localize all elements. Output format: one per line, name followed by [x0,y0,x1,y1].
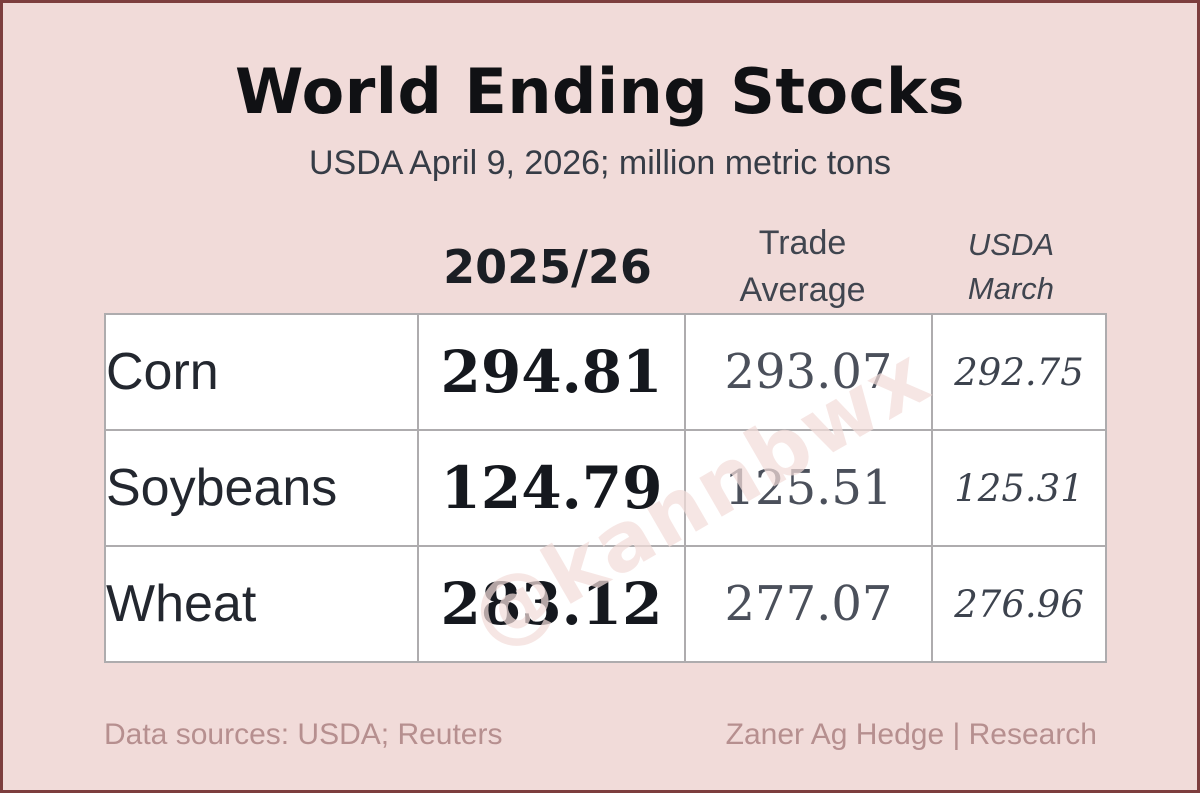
usda-march-value: 292.75 [931,313,1107,431]
usda-march-value: 125.31 [931,429,1107,547]
column-header-season: 2025/26 [443,239,652,294]
page-title: World Ending Stocks [234,55,966,128]
column-header-trade-average-line2: Average [739,270,866,309]
ending-stocks-table: Corn 294.81 293.07 292.75 Soybeans 124.7… [104,313,1107,663]
column-header-usda-march-line2: March [967,270,1055,306]
current-estimate-value: 283.12 [417,545,686,663]
trade-average-value: 125.51 [684,429,933,547]
page-subtitle: USDA April 9, 2026; million metric tons [308,144,892,182]
table-row: Wheat 283.12 277.07 276.96 [104,545,1107,663]
column-header-usda-march: USDA March [925,223,1097,311]
table-row: Corn 294.81 293.07 292.75 [104,313,1107,431]
footer: Data sources: USDA; Reuters Zaner Ag Hed… [104,718,1097,752]
commodity-label: Corn [104,313,419,431]
trade-average-value: 277.07 [684,545,933,663]
column-header-trade-average-line1: Trade [758,224,847,262]
trade-average-value: 293.07 [684,313,933,431]
current-estimate-value: 124.79 [417,429,686,547]
commodity-label: Soybeans [104,429,419,547]
footer-credit: Zaner Ag Hedge | Research [725,718,1097,751]
footer-data-sources: Data sources: USDA; Reuters [104,718,503,751]
column-header-usda-march-line1: USDA [967,226,1055,262]
table-row: Soybeans 124.79 125.51 125.31 [104,429,1107,547]
usda-march-value: 276.96 [931,545,1107,663]
commodity-label: Wheat [104,545,419,663]
table-column-headers: 2025/26 Trade Average USDA March [104,220,1097,312]
current-estimate-value: 294.81 [417,313,686,431]
column-header-trade-average: Trade Average [680,220,925,314]
